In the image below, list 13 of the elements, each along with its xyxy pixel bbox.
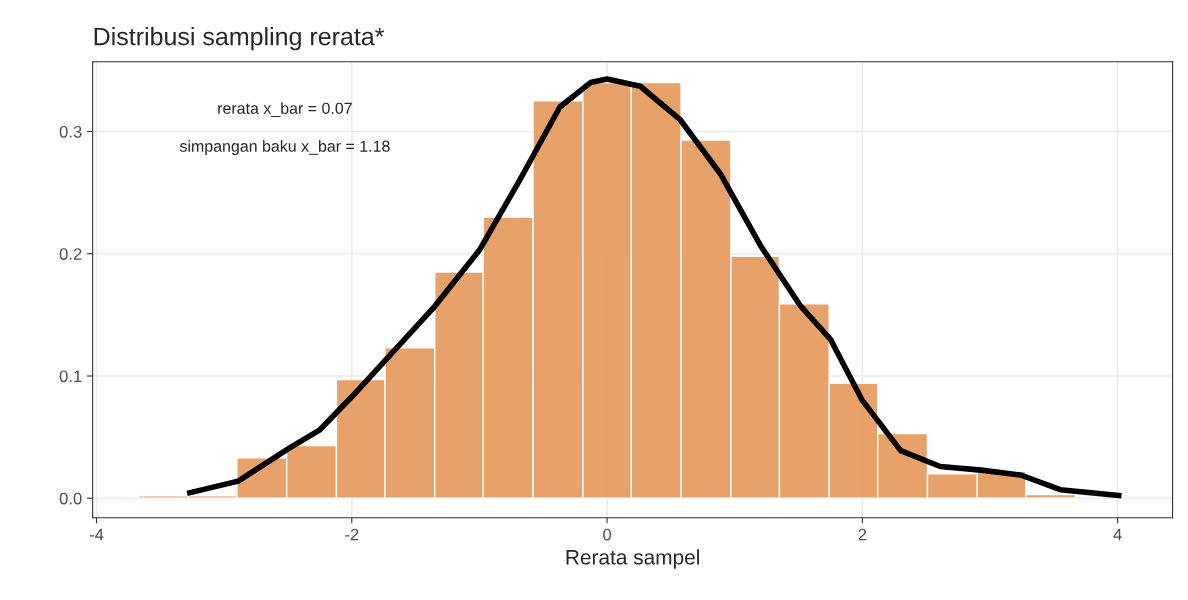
x-tick-label: -2: [345, 528, 359, 541]
x-axis-title: Rerata sampel: [566, 549, 699, 569]
x-tick-label: 2: [858, 528, 867, 541]
y-tick-label: 0.2: [59, 248, 82, 260]
y-tick-label: 0.3: [59, 125, 82, 138]
x-tick-label: -4: [89, 528, 104, 541]
annotation: rerata x_bar = 0.07: [218, 102, 352, 117]
x-tick-label: 4: [1113, 528, 1122, 541]
y-tick-label: 0.0: [59, 492, 82, 505]
annotation: simpangan baku x_bar = 1.18: [179, 140, 390, 155]
x-tick-label: 0: [603, 528, 612, 541]
chart-title: Distribusi sampling rerata*: [94, 27, 385, 51]
y-tick-label: 0.1: [59, 370, 82, 383]
